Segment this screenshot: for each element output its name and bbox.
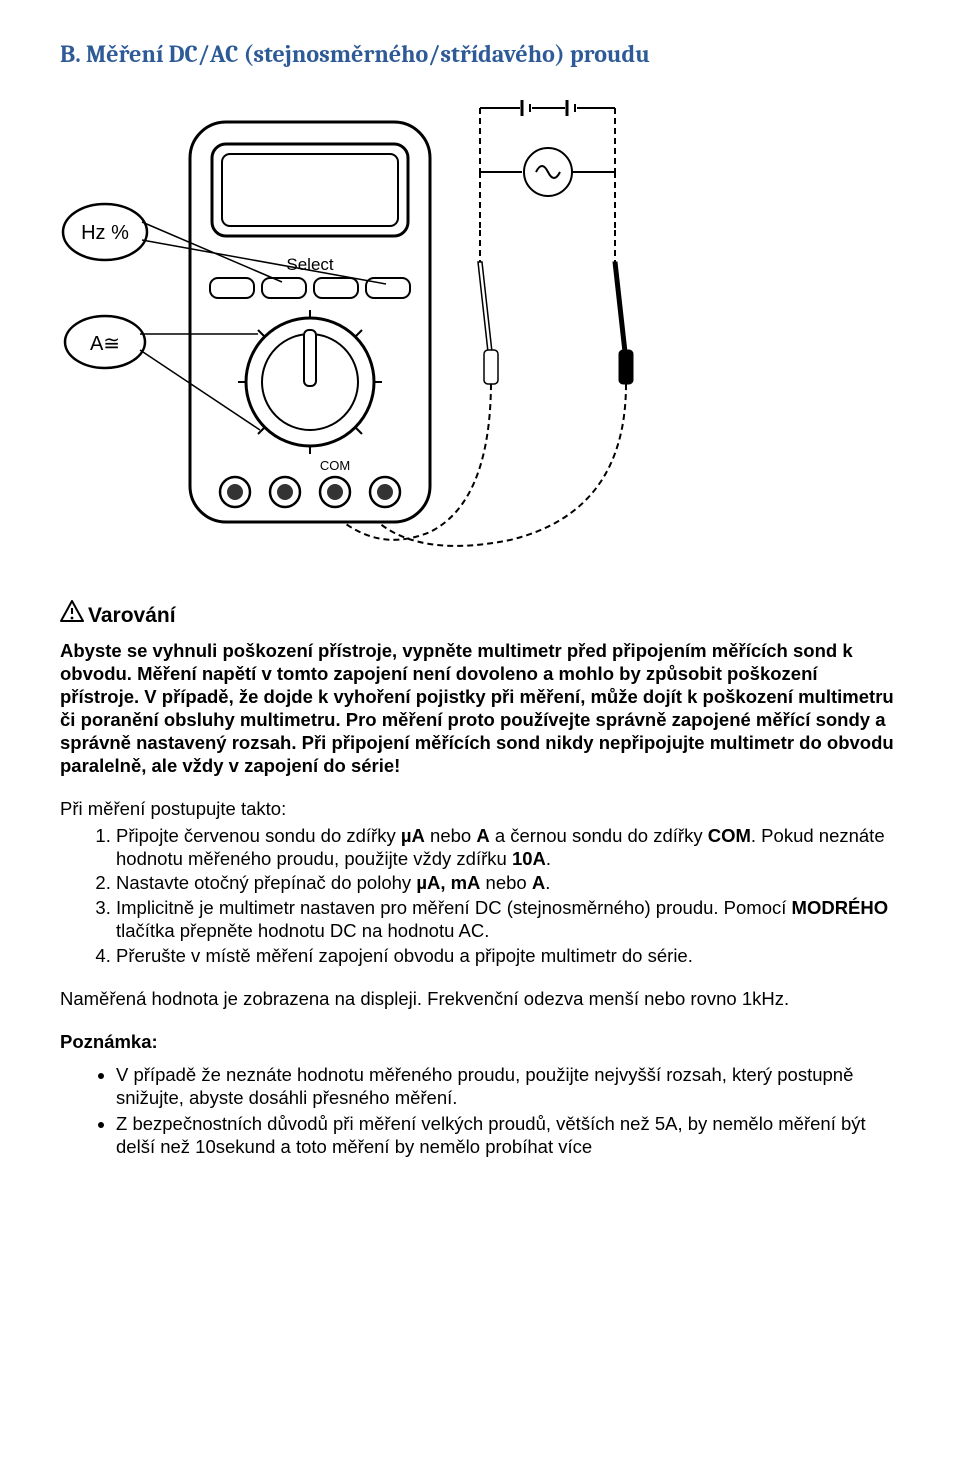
page-title: B. Měření DC/AC (stejnosměrného/střídavé… xyxy=(60,40,900,68)
result-paragraph: Naměřená hodnota je zobrazena na displej… xyxy=(60,988,900,1011)
note-item: V případě že neznáte hodnotu měřeného pr… xyxy=(116,1064,900,1110)
warning-icon xyxy=(60,600,84,628)
warning-heading: Varování xyxy=(60,600,900,628)
steps-list: Připojte červenou sondu do zdířky µA neb… xyxy=(60,825,900,969)
diagram-hz-callout: Hz % xyxy=(81,222,129,244)
note-item: Z bezpečnostních důvodů při měření velký… xyxy=(116,1113,900,1159)
step-item: Implicitně je multimetr nastaven pro měř… xyxy=(116,897,900,943)
warning-label: Varování xyxy=(88,604,176,628)
step-item: Přerušte v místě měření zapojení obvodu … xyxy=(116,945,900,968)
diagram-a-callout: A≅ xyxy=(90,333,120,355)
steps-intro: Při měření postupujte takto: xyxy=(60,798,900,821)
warning-body: Abyste se vyhnuli poškození přístroje, v… xyxy=(60,640,900,778)
diagram-svg: Select COM xyxy=(60,82,700,572)
step-item: Nastavte otočný přepínač do polohy µA, m… xyxy=(116,872,900,895)
diagram-select-label: Select xyxy=(286,255,334,274)
notes-list: V případě že neznáte hodnotu měřeného pr… xyxy=(60,1064,900,1159)
diagram-com-label: COM xyxy=(320,458,350,473)
multimeter-diagram: Select COM xyxy=(60,82,900,572)
note-label: Poznámka: xyxy=(60,1031,900,1054)
step-item: Připojte červenou sondu do zdířky µA neb… xyxy=(116,825,900,871)
